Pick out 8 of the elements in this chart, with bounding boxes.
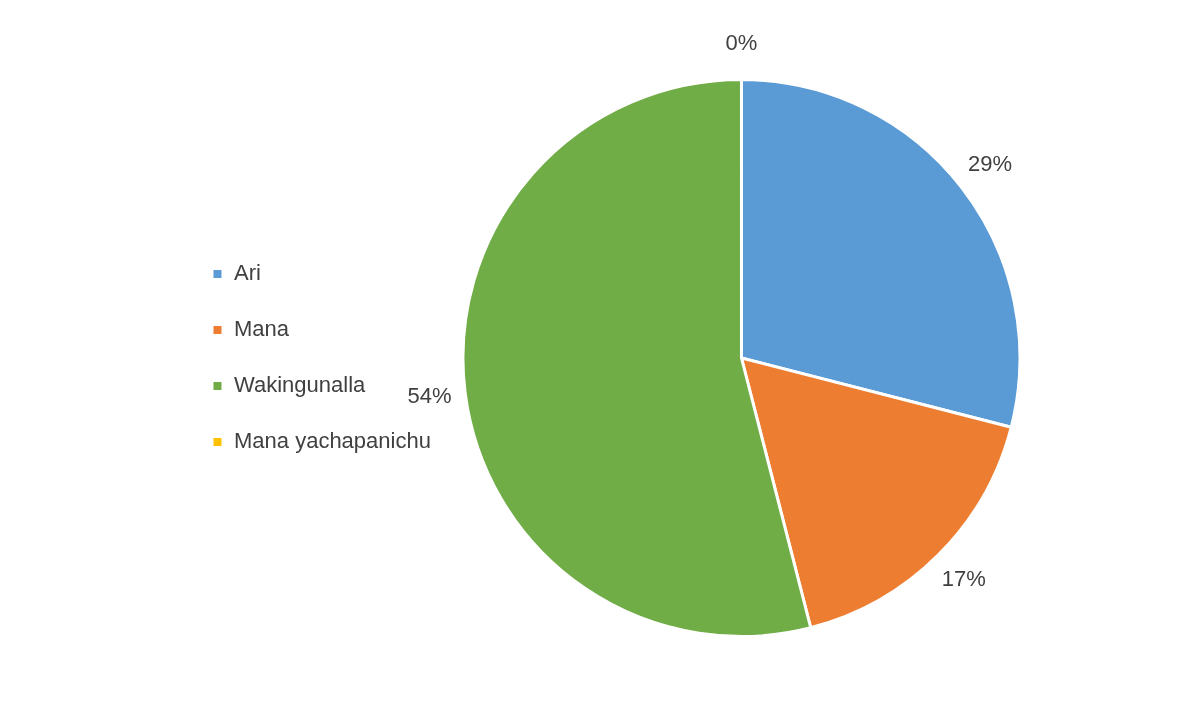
legend-label: Wakingunalla (234, 372, 367, 398)
legend-label: Mana yachapanichu (234, 428, 431, 454)
legend-label: Ari (234, 260, 261, 286)
text: 0% (725, 29, 758, 55)
data-label: 17% (941, 566, 986, 592)
data-label: 29% (967, 151, 1012, 177)
data-label: 54% (407, 383, 452, 409)
legend-label: Mana (234, 316, 290, 342)
